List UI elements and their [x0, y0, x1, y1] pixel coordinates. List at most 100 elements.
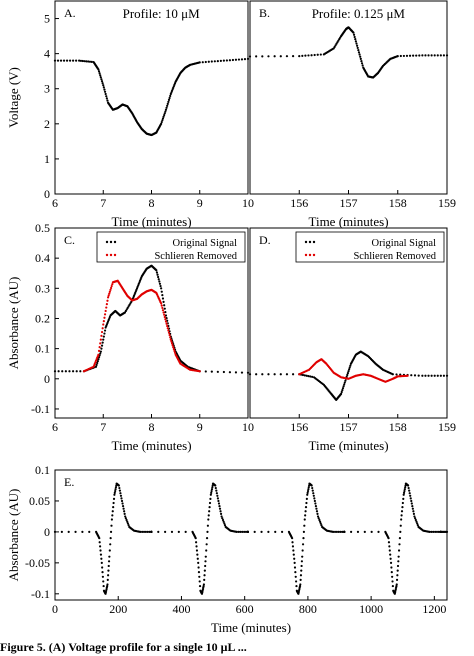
data-point — [305, 374, 308, 377]
data-point — [412, 54, 415, 57]
figure-caption: Figure 5. (A) Voltage profile for a sing… — [0, 640, 247, 654]
y-axis-label: Absorbance (AU) — [6, 277, 21, 370]
data-point — [160, 122, 163, 125]
data-point — [112, 497, 116, 500]
data-point — [184, 530, 187, 534]
data-point — [388, 545, 391, 548]
data-point — [414, 518, 417, 522]
data-point — [164, 310, 167, 314]
data-point — [442, 54, 446, 57]
data-point — [298, 54, 301, 58]
data-point — [106, 583, 109, 586]
data-point — [104, 309, 107, 313]
data-point — [391, 584, 394, 588]
legend-marker — [308, 240, 312, 244]
data-point — [161, 297, 165, 300]
data-point — [166, 327, 169, 330]
data-point — [160, 120, 163, 124]
x-tick-label: 159 — [438, 420, 456, 434]
data-point — [172, 347, 175, 351]
data-point — [291, 373, 295, 376]
data-point — [107, 569, 110, 572]
data-point — [430, 54, 433, 57]
data-point — [159, 284, 162, 288]
data-point — [318, 520, 322, 523]
y-tick-label: -0.1 — [31, 587, 50, 601]
y-tick-label: 2 — [44, 117, 50, 131]
data-point — [123, 510, 126, 513]
data-point — [228, 59, 232, 62]
data-point — [231, 58, 235, 62]
data-point — [197, 566, 200, 569]
data-point — [198, 370, 201, 373]
data-point — [124, 515, 127, 518]
data-point — [221, 517, 224, 520]
data-point — [165, 322, 168, 325]
data-point — [408, 489, 411, 492]
data-point — [106, 578, 109, 581]
data-point — [344, 379, 347, 382]
data-point — [293, 557, 296, 560]
data-point — [111, 510, 114, 513]
data-point — [161, 117, 165, 120]
data-point — [160, 290, 163, 293]
data-point — [350, 530, 353, 534]
data-point — [208, 510, 211, 513]
data-point — [205, 537, 209, 540]
data-point — [347, 370, 350, 373]
data-point — [172, 346, 175, 349]
data-point — [223, 522, 226, 525]
data-point — [53, 530, 57, 534]
data-point — [203, 574, 206, 577]
data-point — [407, 486, 410, 490]
data-point — [164, 530, 167, 534]
data-point — [101, 341, 104, 344]
data-point — [168, 96, 171, 100]
data-point — [235, 530, 238, 534]
data-point — [100, 80, 104, 83]
data-point — [399, 524, 402, 527]
data-point — [217, 499, 220, 503]
data-point — [204, 370, 207, 373]
data-point — [108, 549, 111, 552]
data-point — [389, 561, 393, 564]
data-point — [317, 517, 320, 520]
data-point — [400, 514, 403, 517]
data-point — [417, 374, 420, 377]
data-point — [333, 530, 337, 534]
data-point — [99, 76, 102, 79]
legend-entry: Schlieren Removed — [353, 251, 436, 262]
data-point — [240, 58, 244, 61]
y-tick-label: 3 — [44, 82, 50, 96]
data-point — [101, 575, 104, 578]
data-point — [413, 515, 416, 518]
y-tick-label: 1 — [44, 152, 50, 166]
data-point — [214, 486, 217, 490]
data-point — [204, 560, 207, 563]
chart-title: Profile: 0.125 μM — [312, 6, 406, 21]
data-point — [363, 530, 366, 534]
data-point — [108, 292, 111, 295]
data-point — [306, 491, 309, 494]
data-point — [155, 269, 158, 272]
data-point — [195, 549, 199, 552]
data-point — [216, 497, 220, 500]
data-point — [359, 57, 362, 61]
data-point — [158, 282, 162, 285]
data-point — [83, 60, 86, 63]
data-point — [292, 553, 295, 556]
data-point — [395, 578, 399, 581]
data-point — [158, 280, 161, 283]
x-tick-label: 158 — [389, 420, 407, 434]
data-point — [162, 311, 165, 314]
data-point — [424, 374, 427, 377]
data-point — [255, 55, 258, 58]
data-point — [293, 566, 297, 569]
data-point — [291, 537, 294, 540]
legend-marker — [113, 253, 117, 257]
data-point — [167, 329, 170, 332]
data-point — [305, 497, 308, 500]
data-point — [341, 530, 344, 534]
y-tick-label: 4 — [44, 47, 50, 61]
